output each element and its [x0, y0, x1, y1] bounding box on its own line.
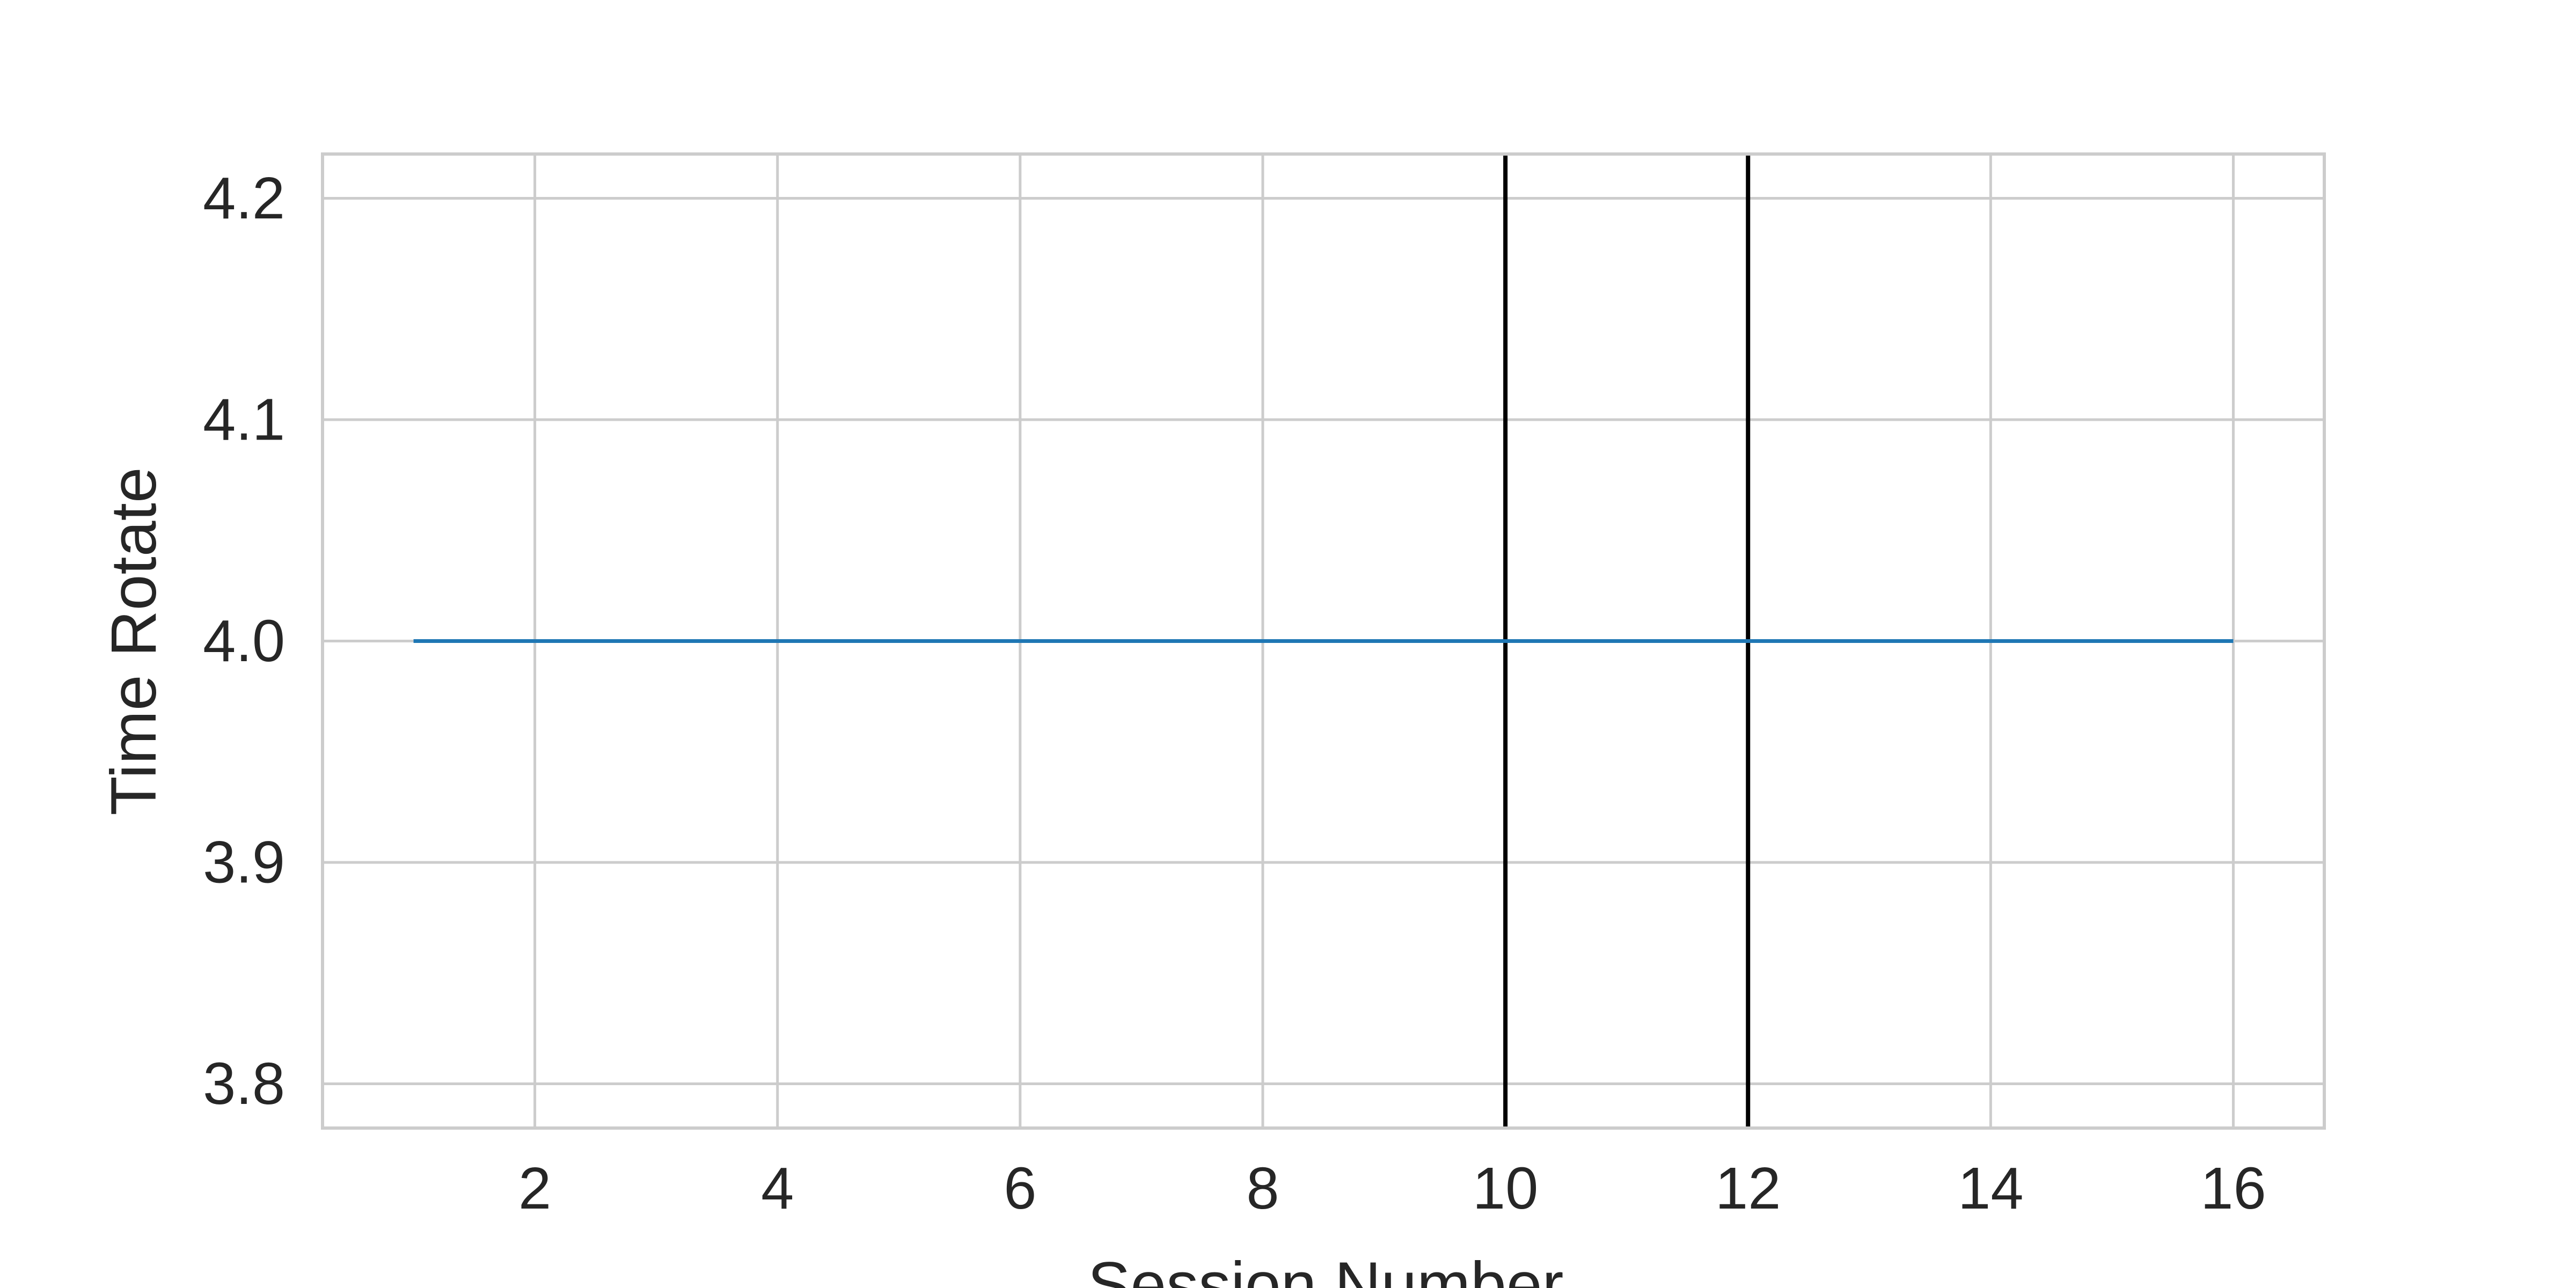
x-tick-label: 8 [1246, 1155, 1279, 1221]
plot-frame [321, 152, 2326, 1130]
x-tick-label: 14 [1958, 1155, 2023, 1221]
x-tick-label: 16 [2200, 1155, 2266, 1221]
x-axis-label: Session Number [1087, 1249, 1563, 1288]
y-tick-label: 4.1 [203, 387, 285, 453]
y-tick-label: 3.9 [203, 830, 285, 896]
y-tick-label: 4.2 [203, 165, 285, 231]
x-tick-label: 12 [1715, 1155, 1781, 1221]
x-tick-label: 2 [518, 1155, 551, 1221]
y-tick-label: 4.0 [203, 608, 285, 674]
x-tick-label: 4 [761, 1155, 794, 1221]
y-tick-labels: 3.8 3.9 4.0 4.1 4.2 [203, 165, 285, 1117]
y-tick-label: 3.8 [203, 1051, 285, 1117]
y-axis-label: Time Rotate [98, 467, 170, 815]
x-tick-label: 6 [1004, 1155, 1036, 1221]
x-tick-labels: 2 4 6 8 10 12 14 16 [518, 1155, 2266, 1221]
x-tick-label: 10 [1473, 1155, 1538, 1221]
